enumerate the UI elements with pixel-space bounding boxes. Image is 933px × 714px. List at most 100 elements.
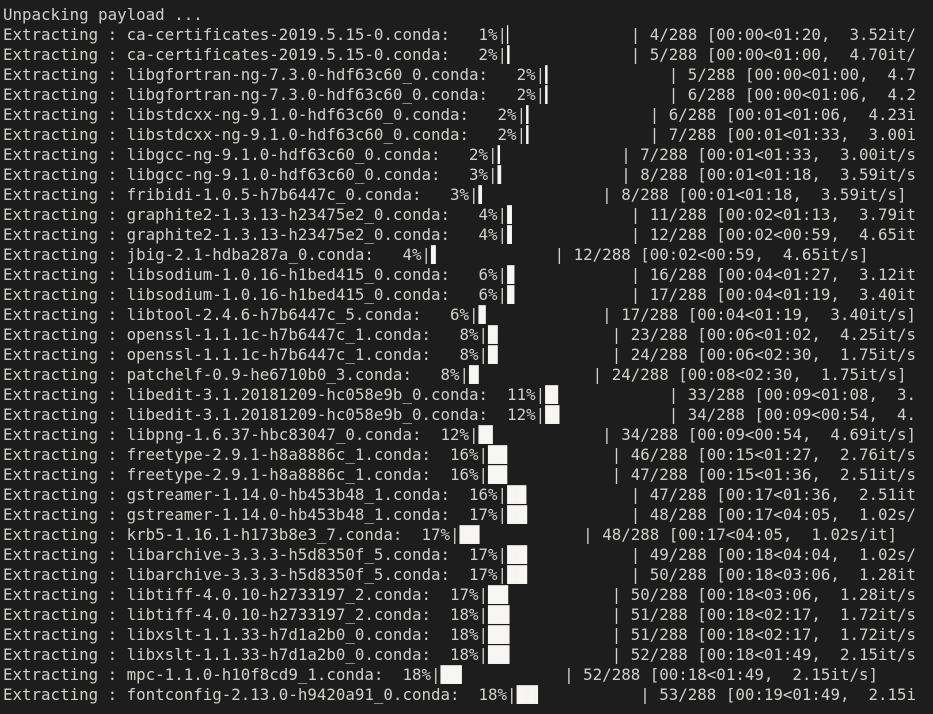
progress-bar-fill: ██▎ xyxy=(488,625,517,644)
terminal-line: Extracting : gstreamer-1.14.0-hb453b48_1… xyxy=(3,505,933,525)
terminal-line: Unpacking payload ... xyxy=(3,5,933,25)
progress-bar-fill: ██ xyxy=(488,445,508,464)
terminal-line: Extracting : openssl-1.1.1c-h7b6447c_1.c… xyxy=(3,345,933,365)
line-text: Extracting : openssl-1.1.1c-h7b6447c_1.c… xyxy=(3,325,489,344)
terminal-line: Extracting : libpng-1.6.37-hbc83047_0.co… xyxy=(3,425,933,445)
line-text: Extracting : libarchive-3.3.3-h5d8350f_5… xyxy=(3,545,508,564)
terminal-line: Extracting : libgcc-ng-9.1.0-hdf63c60_0.… xyxy=(3,145,933,165)
terminal-line: Extracting : libtiff-4.0.10-h2733197_2.c… xyxy=(3,585,933,605)
line-text: Extracting : gstreamer-1.14.0-hb453b48_1… xyxy=(3,485,508,504)
progress-bar-fill: ██ xyxy=(507,485,527,504)
progress-bar-fill: ▍ xyxy=(497,165,508,184)
progress-bar-rest: | 53/288 [00:19<01:49, 2.15i xyxy=(545,685,917,704)
terminal-line: Extracting : libgfortran-ng-7.3.0-hdf63c… xyxy=(3,65,933,85)
line-text: Extracting : libedit-3.1.20181209-hc058e… xyxy=(3,385,546,404)
progress-bar-fill: ▌ xyxy=(507,225,517,244)
progress-bar-fill: ██▎ xyxy=(516,685,546,704)
terminal-line: Extracting : gstreamer-1.14.0-hb453b48_1… xyxy=(3,485,933,505)
terminal-line: Extracting : libarchive-3.3.3-h5d8350f_5… xyxy=(3,545,933,565)
progress-bar-rest: | 6/288 [00:01<01:06, 4.23i xyxy=(535,105,917,124)
terminal-line: Extracting : libxslt-1.1.33-h7d1a2b0_0.c… xyxy=(3,645,933,665)
progress-bar-fill: █ xyxy=(488,345,498,364)
progress-bar-fill: ▎ xyxy=(507,45,517,64)
line-text: Extracting : gstreamer-1.14.0-hb453b48_1… xyxy=(3,505,508,524)
progress-bar-fill: ██ xyxy=(488,465,508,484)
progress-bar-rest: | 17/288 [00:04<01:19, 3.40it/s] xyxy=(488,305,917,324)
progress-bar-rest: | 50/288 [00:18<03:06, 1.28it xyxy=(535,565,917,584)
progress-bar-rest: | 6/288 [00:00<01:06, 4.2 xyxy=(554,85,917,104)
terminal-line: Extracting : ca-certificates-2019.5.15-0… xyxy=(3,25,933,45)
line-text: Extracting : libgcc-ng-9.1.0-hdf63c60_0.… xyxy=(3,145,498,164)
progress-bar-rest: | 24/288 [00:06<02:30, 1.75it/s xyxy=(497,345,917,364)
line-text: Extracting : fontconfig-2.13.0-h9420a91_… xyxy=(3,685,517,704)
progress-bar-rest: | 7/288 [00:01<01:33, 3.00it/s xyxy=(507,145,917,164)
progress-bar-fill: ▎ xyxy=(545,65,555,84)
terminal-line: Extracting : freetype-2.9.1-h8a8886c_1.c… xyxy=(3,445,933,465)
progress-bar-rest: | 11/288 [00:02<01:13, 3.79it xyxy=(516,205,917,224)
progress-bar-rest: | 34/288 [00:09<00:54, 4.69it/s] xyxy=(497,425,917,444)
line-text: Extracting : freetype-2.9.1-h8a8886c_1.c… xyxy=(3,465,489,484)
progress-bar-rest: | 51/288 [00:18<02:17, 1.72it/s xyxy=(516,605,917,624)
progress-bar-fill: ▏ xyxy=(507,25,517,44)
terminal-line: Extracting : graphite2-1.3.13-h23475e2_0… xyxy=(3,205,933,225)
line-text: Extracting : libsodium-1.0.16-h1bed415_0… xyxy=(3,285,508,304)
terminal-line: Extracting : openssl-1.1.1c-h7b6447c_1.c… xyxy=(3,325,933,345)
progress-bar-fill: ▎ xyxy=(526,125,536,144)
terminal-line: Extracting : libsodium-1.0.16-h1bed415_0… xyxy=(3,285,933,305)
progress-bar-rest: | 5/288 [00:00<01:00, 4.7 xyxy=(554,65,917,84)
line-text: Extracting : libstdcxx-ng-9.1.0-hdf63c60… xyxy=(3,125,527,144)
line-text: Extracting : libarchive-3.3.3-h5d8350f_5… xyxy=(3,565,508,584)
progress-bar-rest: | 5/288 [00:00<01:00, 4.70it/ xyxy=(516,45,917,64)
line-text: Extracting : libxslt-1.1.33-h7d1a2b0_0.c… xyxy=(3,625,489,644)
terminal-line: Extracting : patchelf-0.9-he6710b0_3.con… xyxy=(3,365,933,385)
line-text: Extracting : ca-certificates-2019.5.15-0… xyxy=(3,45,508,64)
progress-bar-rest: | 8/288 [00:01<01:18, 3.59it/s xyxy=(507,165,917,184)
terminal-line: Extracting : libxslt-1.1.33-h7d1a2b0_0.c… xyxy=(3,625,933,645)
progress-bar-rest: | 23/288 [00:06<01:02, 4.25it/s xyxy=(497,325,917,344)
terminal-line: Extracting : libstdcxx-ng-9.1.0-hdf63c60… xyxy=(3,125,933,145)
progress-bar-fill: ▎ xyxy=(497,145,508,164)
terminal-line: Extracting : libsodium-1.0.16-h1bed415_0… xyxy=(3,265,933,285)
progress-bar-rest: | 16/288 [00:04<01:27, 3.12it xyxy=(516,265,917,284)
progress-bar-rest: | 47/288 [00:17<01:36, 2.51it xyxy=(526,485,917,504)
progress-bar-fill: ▌ xyxy=(430,245,441,264)
terminal-line: Extracting : libtool-2.4.6-h7b6447c_5.co… xyxy=(3,305,933,325)
progress-bar-rest: | 49/288 [00:18<04:04, 1.02s/ xyxy=(535,545,917,564)
line-text: Extracting : libgcc-ng-9.1.0-hdf63c60_0.… xyxy=(3,165,498,184)
line-text: Unpacking payload ... xyxy=(3,5,203,24)
terminal-line: Extracting : libgfortran-ng-7.3.0-hdf63c… xyxy=(3,85,933,105)
line-text: Extracting : graphite2-1.3.13-h23475e2_0… xyxy=(3,225,508,244)
progress-bar-rest: | 4/288 [00:00<01:20, 3.52it/ xyxy=(516,25,917,44)
progress-bar-fill: ▌ xyxy=(507,205,517,224)
line-text: Extracting : mpc-1.1.0-h10f8cd9_1.conda:… xyxy=(3,665,441,684)
terminal-line: Extracting : libtiff-4.0.10-h2733197_2.c… xyxy=(3,605,933,625)
terminal-line: Extracting : libstdcxx-ng-9.1.0-hdf63c60… xyxy=(3,105,933,125)
progress-bar-rest: | 50/288 [00:18<03:06, 1.28it/s xyxy=(516,585,917,604)
progress-bar-rest: | 12/288 [00:02<00:59, 4.65it/s] xyxy=(440,245,869,264)
line-text: Extracting : libgfortran-ng-7.3.0-hdf63c… xyxy=(3,85,546,104)
line-text: Extracting : fribidi-1.0.5-h7b6447c_0.co… xyxy=(3,185,479,204)
progress-bar-fill: █ xyxy=(469,365,479,384)
progress-bar-fill: ██▏ xyxy=(459,525,489,544)
progress-bar-fill: ▊ xyxy=(507,265,517,284)
terminal-line: Extracting : libarchive-3.3.3-h5d8350f_5… xyxy=(3,565,933,585)
line-text: Extracting : graphite2-1.3.13-h23475e2_0… xyxy=(3,205,508,224)
line-text: Extracting : libtiff-4.0.10-h2733197_2.c… xyxy=(3,585,489,604)
terminal-output: Unpacking payload ... Extracting : ca-cer… xyxy=(3,5,933,705)
line-text: Extracting : openssl-1.1.1c-h7b6447c_1.c… xyxy=(3,345,489,364)
line-text: Extracting : libxslt-1.1.33-h7d1a2b0_0.c… xyxy=(3,645,489,664)
progress-bar-rest: | 34/288 [00:09<00:54, 4. xyxy=(564,405,917,424)
terminal-line: Extracting : freetype-2.9.1-h8a8886c_1.c… xyxy=(3,465,933,485)
terminal-line: Extracting : libedit-3.1.20181209-hc058e… xyxy=(3,405,933,425)
line-text: Extracting : libsodium-1.0.16-h1bed415_0… xyxy=(3,265,508,284)
progress-bar-fill: ▊ xyxy=(478,305,489,324)
line-text: Extracting : libgfortran-ng-7.3.0-hdf63c… xyxy=(3,65,546,84)
line-text: Extracting : patchelf-0.9-he6710b0_3.con… xyxy=(3,365,470,384)
progress-bar-fill: ██▏ xyxy=(507,505,536,524)
progress-bar-rest: | 48/288 [00:17<04:05, 1.02s/ xyxy=(535,505,917,524)
progress-bar-fill: ██▎ xyxy=(440,665,470,684)
progress-bar-rest: | 52/288 [00:18<01:49, 2.15it/s xyxy=(516,645,917,664)
line-text: Extracting : libtool-2.4.6-h7b6447c_5.co… xyxy=(3,305,479,324)
progress-bar-fill: ██▎ xyxy=(488,605,517,624)
